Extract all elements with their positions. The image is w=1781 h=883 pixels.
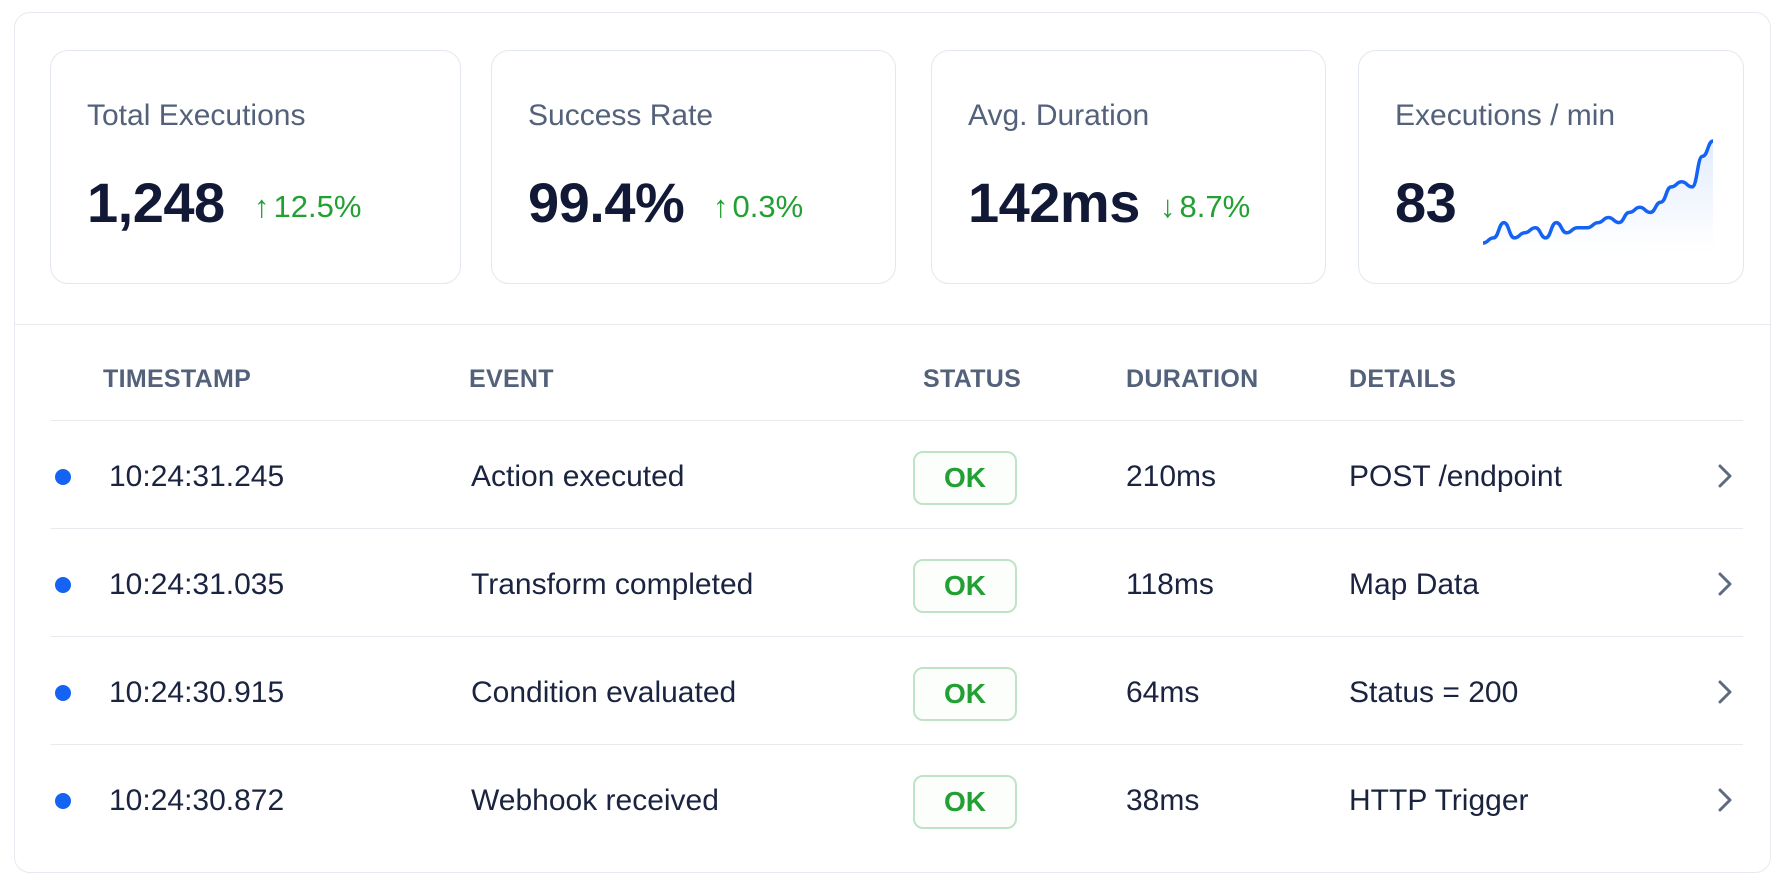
status-dot-icon [55, 577, 71, 593]
cell-event: Action executed [471, 460, 685, 493]
cell-event: Webhook received [471, 784, 719, 817]
status-dot-icon [55, 685, 71, 701]
chevron-right-icon[interactable] [1713, 675, 1737, 709]
cell-duration: 210ms [1126, 460, 1217, 493]
chevron-right-icon[interactable] [1713, 567, 1737, 601]
stat-card-success-rate: Success Rate 99.4% ↑ 0.3% [491, 50, 896, 284]
stat-delta-value: 0.3% [732, 189, 804, 224]
cell-event: Transform completed [471, 568, 754, 601]
executions-table: TIMESTAMP EVENT STATUS DURATION DETAILS … [51, 325, 1743, 853]
table-header: TIMESTAMP EVENT STATUS DURATION DETAILS [51, 325, 1743, 421]
executions-panel: Total Executions 1,248 ↑ 12.5% Success Ra… [14, 12, 1771, 873]
stat-title: Total Executions [87, 99, 306, 132]
status-badge: OK [913, 559, 1017, 613]
stat-title: Success Rate [528, 99, 714, 132]
column-header-event[interactable]: EVENT [469, 365, 554, 393]
column-header-timestamp[interactable]: TIMESTAMP [103, 365, 252, 393]
cell-event: Condition evaluated [471, 676, 737, 709]
cell-timestamp: 10:24:30.872 [109, 784, 285, 817]
trend-down-icon: ↓ [1160, 189, 1176, 224]
cell-timestamp: 10:24:31.035 [109, 568, 285, 601]
table-row[interactable]: 10:24:30.872 Webhook received OK 38ms HT… [51, 745, 1743, 853]
cell-details: HTTP Trigger [1349, 784, 1529, 817]
stat-delta: ↑ 0.3% [713, 189, 803, 225]
stat-delta: ↑ 12.5% [254, 189, 361, 225]
column-header-duration[interactable]: DURATION [1126, 365, 1259, 393]
stat-card-avg-duration: Avg. Duration 142ms ↓ 8.7% [931, 50, 1326, 284]
cell-details: Map Data [1349, 568, 1480, 601]
stat-delta: ↓ 8.7% [1160, 189, 1250, 225]
status-dot-icon [55, 793, 71, 809]
stat-value: 99.4% [528, 171, 685, 234]
cell-duration: 38ms [1126, 784, 1200, 817]
column-header-details[interactable]: DETAILS [1349, 365, 1457, 393]
cell-details: Status = 200 [1349, 676, 1519, 709]
executions-sparkline [1483, 139, 1713, 253]
table-row[interactable]: 10:24:31.035 Transform completed OK 118m… [51, 529, 1743, 637]
table-row[interactable]: 10:24:31.245 Action executed OK 210ms PO… [51, 421, 1743, 529]
status-dot-icon [55, 469, 71, 485]
stat-delta-value: 8.7% [1179, 189, 1251, 224]
stat-value: 142ms [968, 171, 1140, 234]
status-badge: OK [913, 775, 1017, 829]
cell-timestamp: 10:24:30.915 [109, 676, 285, 709]
stat-title: Executions / min [1395, 99, 1616, 132]
chevron-right-icon[interactable] [1713, 459, 1737, 493]
stat-card-executions-per-min: Executions / min 83 [1358, 50, 1744, 284]
table-row[interactable]: 10:24:30.915 Condition evaluated OK 64ms… [51, 637, 1743, 745]
trend-up-icon: ↑ [713, 189, 729, 224]
stats-section: Total Executions 1,248 ↑ 12.5% Success Ra… [15, 13, 1770, 325]
stat-value: 1,248 [87, 171, 225, 234]
sparkline-line [1483, 139, 1713, 245]
cell-timestamp: 10:24:31.245 [109, 460, 285, 493]
status-badge: OK [913, 451, 1017, 505]
cell-duration: 64ms [1126, 676, 1200, 709]
stat-value: 83 [1395, 171, 1457, 234]
trend-up-icon: ↑ [254, 189, 270, 224]
chevron-right-icon[interactable] [1713, 783, 1737, 817]
stat-delta-value: 12.5% [273, 189, 362, 224]
stat-title: Avg. Duration [968, 99, 1150, 132]
stat-card-total-executions: Total Executions 1,248 ↑ 12.5% [50, 50, 461, 284]
column-header-status[interactable]: STATUS [923, 365, 1022, 393]
status-badge: OK [913, 667, 1017, 721]
sparkline-area [1483, 141, 1713, 253]
cell-duration: 118ms [1126, 568, 1214, 601]
cell-details: POST /endpoint [1349, 460, 1562, 493]
